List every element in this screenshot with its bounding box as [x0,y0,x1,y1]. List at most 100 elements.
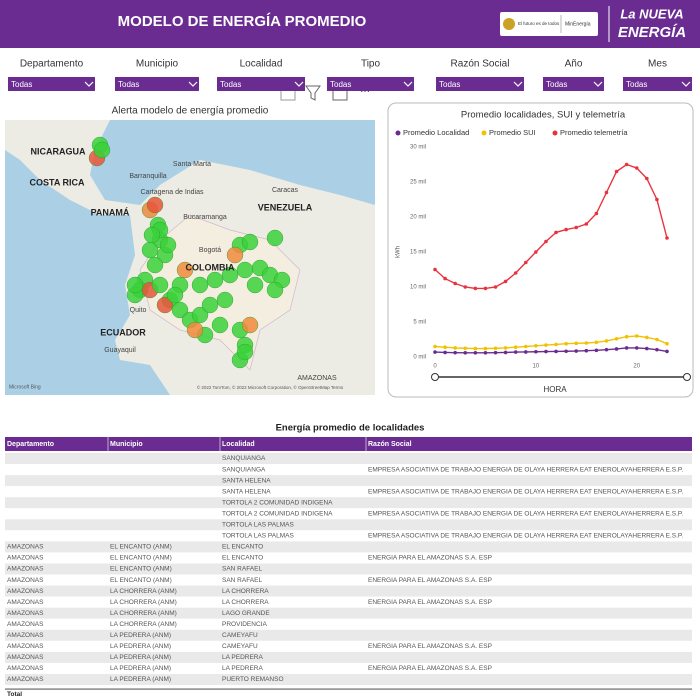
table-cell: LA CHORRERA (ANM) [110,599,177,606]
table-row[interactable] [5,607,692,619]
data-point [433,267,437,272]
table-row[interactable] [5,497,692,509]
filter-dropdown[interactable] [327,77,414,91]
data-point [544,349,548,354]
map-bubble[interactable] [241,233,259,251]
map-attribution: © 2022 TomTom, © 2022 Microsoft Corporat… [197,384,344,390]
table-row[interactable] [5,651,692,663]
y-tick-label: 20 mil [410,215,426,221]
table-cell: PUERTO REMANSO [222,676,284,683]
table-row[interactable] [5,640,692,652]
filter-dropdown[interactable] [543,77,604,91]
table-row[interactable] [5,486,692,498]
legend-label: Promedio SUI [489,128,536,137]
table-row[interactable] [5,596,692,608]
table-row[interactable] [5,508,692,520]
map-bubble[interactable] [141,241,159,259]
data-point [574,341,579,346]
map-bubble[interactable] [176,261,194,279]
map-bubble[interactable] [191,276,209,294]
map-bubble[interactable] [206,271,224,289]
map-bubble[interactable] [221,266,239,284]
map-bubble[interactable] [266,281,284,299]
filter-dropdown[interactable] [217,77,305,91]
map-bubble[interactable] [126,276,144,294]
map-bubble[interactable] [156,296,174,314]
map-bubble[interactable] [143,226,161,244]
data-point [503,279,508,284]
slider-handle[interactable] [431,373,439,381]
table-row[interactable] [5,662,692,674]
more-icon[interactable]: ⋯ [360,87,370,98]
table-row[interactable] [5,629,692,641]
map-bubble[interactable] [159,236,177,254]
map-bubble[interactable] [146,256,164,274]
map-bubble[interactable] [201,296,219,314]
map-bubble[interactable] [226,246,244,264]
map-bubble[interactable] [246,276,264,294]
data-point [584,222,589,226]
filter-value: Todas [118,80,139,89]
table-cell: LA PEDRERA (ANM) [110,654,171,661]
table-cell: LA CHORRERA (ANM) [110,610,177,617]
table-cell: TORTOLA 2 COMUNIDAD INDIGENA [222,510,333,517]
map-bubble[interactable] [191,306,209,324]
map-bubble[interactable] [93,141,111,159]
table-row[interactable] [5,453,692,465]
table-cell: EL ENCANTO [222,555,263,562]
map-bubble[interactable] [186,321,204,339]
y-tick-label: 25 mil [410,180,426,186]
map-bubble[interactable] [216,291,234,309]
chart-frame [387,102,694,398]
column-header: Departamento [7,441,54,448]
map-bubble[interactable] [171,301,189,319]
map-bubble[interactable] [236,261,254,279]
data-point [483,351,488,355]
filter-dropdown[interactable] [8,77,95,91]
table-row[interactable] [5,563,692,575]
map-bubble[interactable] [241,316,259,334]
table-row[interactable] [5,674,692,686]
slider-handle[interactable] [683,373,691,381]
data-point [493,350,498,355]
table-row[interactable] [5,574,692,586]
table-row[interactable] [5,585,692,597]
map-bubble[interactable] [211,316,229,334]
map-bubble[interactable] [146,196,164,214]
table-cell: AMAZONAS [7,610,44,617]
map-bubble[interactable] [266,229,284,247]
y-tick-label: 10 mil [410,285,426,291]
map-bubble[interactable] [236,343,254,361]
filter-icon[interactable] [305,85,321,101]
table-cell: EL ENCANTO (ANM) [110,555,172,562]
data-point [513,350,518,354]
map-bubble[interactable] [151,276,169,294]
data-point [473,286,478,291]
logo-box [500,12,598,36]
table-row[interactable] [5,464,692,476]
map-label: Cartagena de Indias [140,189,204,196]
map-bubble[interactable] [166,286,184,304]
table-cell: SAN RAFAEL [222,577,262,584]
table-row[interactable] [5,519,692,531]
map-label: Bucaramanga [183,214,227,221]
table-row[interactable] [5,552,692,564]
data-point [473,346,478,351]
y-tick-label: 30 mil [410,145,426,151]
table-cell: EMPRESA ASOCIATIVA DE TRABAJO ENERGIA DE… [368,488,683,495]
table-row[interactable] [5,475,692,487]
filter-dropdown[interactable] [436,77,524,91]
data-point [665,236,669,240]
table-row[interactable] [5,618,692,630]
table-cell: TORTOLA LAS PALMAS [222,533,294,540]
column-header: Localidad [222,441,255,448]
legend-swatch [552,130,558,136]
filter-dropdown[interactable] [623,77,692,91]
y-tick-label: 0 mil [413,355,426,361]
filter-label: Municipio [136,59,179,70]
filter-dropdown[interactable] [115,77,199,91]
table-row[interactable] [5,541,692,553]
table-row[interactable] [5,530,692,542]
dropdown-chevron [593,81,603,87]
